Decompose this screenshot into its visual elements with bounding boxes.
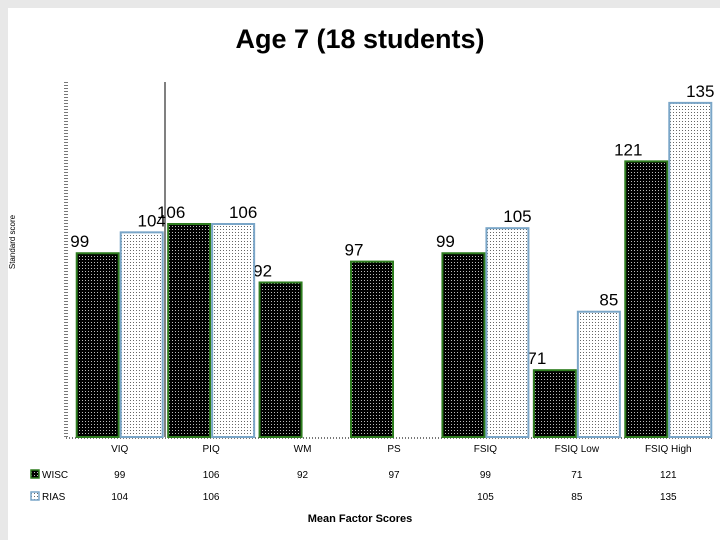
table-cell: 104 [111, 492, 128, 503]
legend-label: WISC [42, 470, 68, 481]
bar-wisc-fsiq [441, 252, 486, 438]
table-cell: 85 [571, 492, 583, 503]
data-label: 97 [345, 241, 364, 260]
bar-rias-viq [119, 231, 164, 438]
frame-border-left [0, 0, 8, 540]
table-cell: 105 [477, 492, 494, 503]
category-label: VIQ [111, 444, 128, 455]
category-label: FSIQ [474, 444, 498, 455]
data-label: 99 [70, 232, 89, 251]
table-cell: 135 [660, 492, 677, 503]
bar-rias-fsiq [485, 227, 530, 438]
table-cell: 97 [388, 470, 400, 481]
data-label: 106 [229, 203, 257, 222]
bar-wisc-fsiq-low [532, 369, 577, 439]
data-label: 104 [138, 211, 166, 230]
bar-wisc-viq [75, 252, 120, 438]
x-axis-label: Mean Factor Scores [307, 513, 413, 525]
chart-title: Age 7 (18 students) [235, 24, 485, 54]
bar-rias-fsiq-low [576, 310, 621, 438]
legend-label: RIAS [42, 492, 66, 503]
table-cell: 99 [480, 470, 492, 481]
category-label: FSIQ Low [555, 444, 600, 455]
table-cell: 106 [203, 492, 220, 503]
data-table: VIQ PIQ WM PS FSIQ FSIQ Low FSIQ High WISC 99 106… [30, 444, 692, 503]
category-label: PS [387, 444, 401, 455]
legend-swatch [30, 491, 40, 501]
data-label: 105 [503, 207, 531, 226]
data-label: 92 [253, 261, 272, 280]
data-label: 106 [157, 203, 185, 222]
bar-rias-piq [211, 223, 256, 438]
table-cell: 92 [297, 470, 309, 481]
table-cell: 71 [571, 470, 583, 481]
data-label: 135 [686, 82, 714, 101]
category-label: FSIQ High [645, 444, 692, 455]
data-label: 99 [436, 232, 455, 251]
table-cell: 121 [660, 470, 677, 481]
bar-wisc-piq [167, 223, 212, 438]
category-label: PIQ [203, 444, 220, 455]
bar-wisc-ps [350, 260, 394, 438]
table-cell: 99 [114, 470, 126, 481]
data-label: 121 [614, 140, 642, 159]
frame-border-top [0, 0, 720, 8]
bar-wisc-fsiq-high [624, 160, 669, 438]
bar-rias-fsiq-high [668, 101, 713, 438]
legend-swatch [30, 469, 40, 479]
table-cell: 106 [203, 470, 220, 481]
bar-wisc-wm [258, 281, 303, 438]
category-label: WM [294, 444, 312, 455]
data-label: 71 [527, 349, 546, 368]
data-label: 85 [599, 291, 618, 310]
